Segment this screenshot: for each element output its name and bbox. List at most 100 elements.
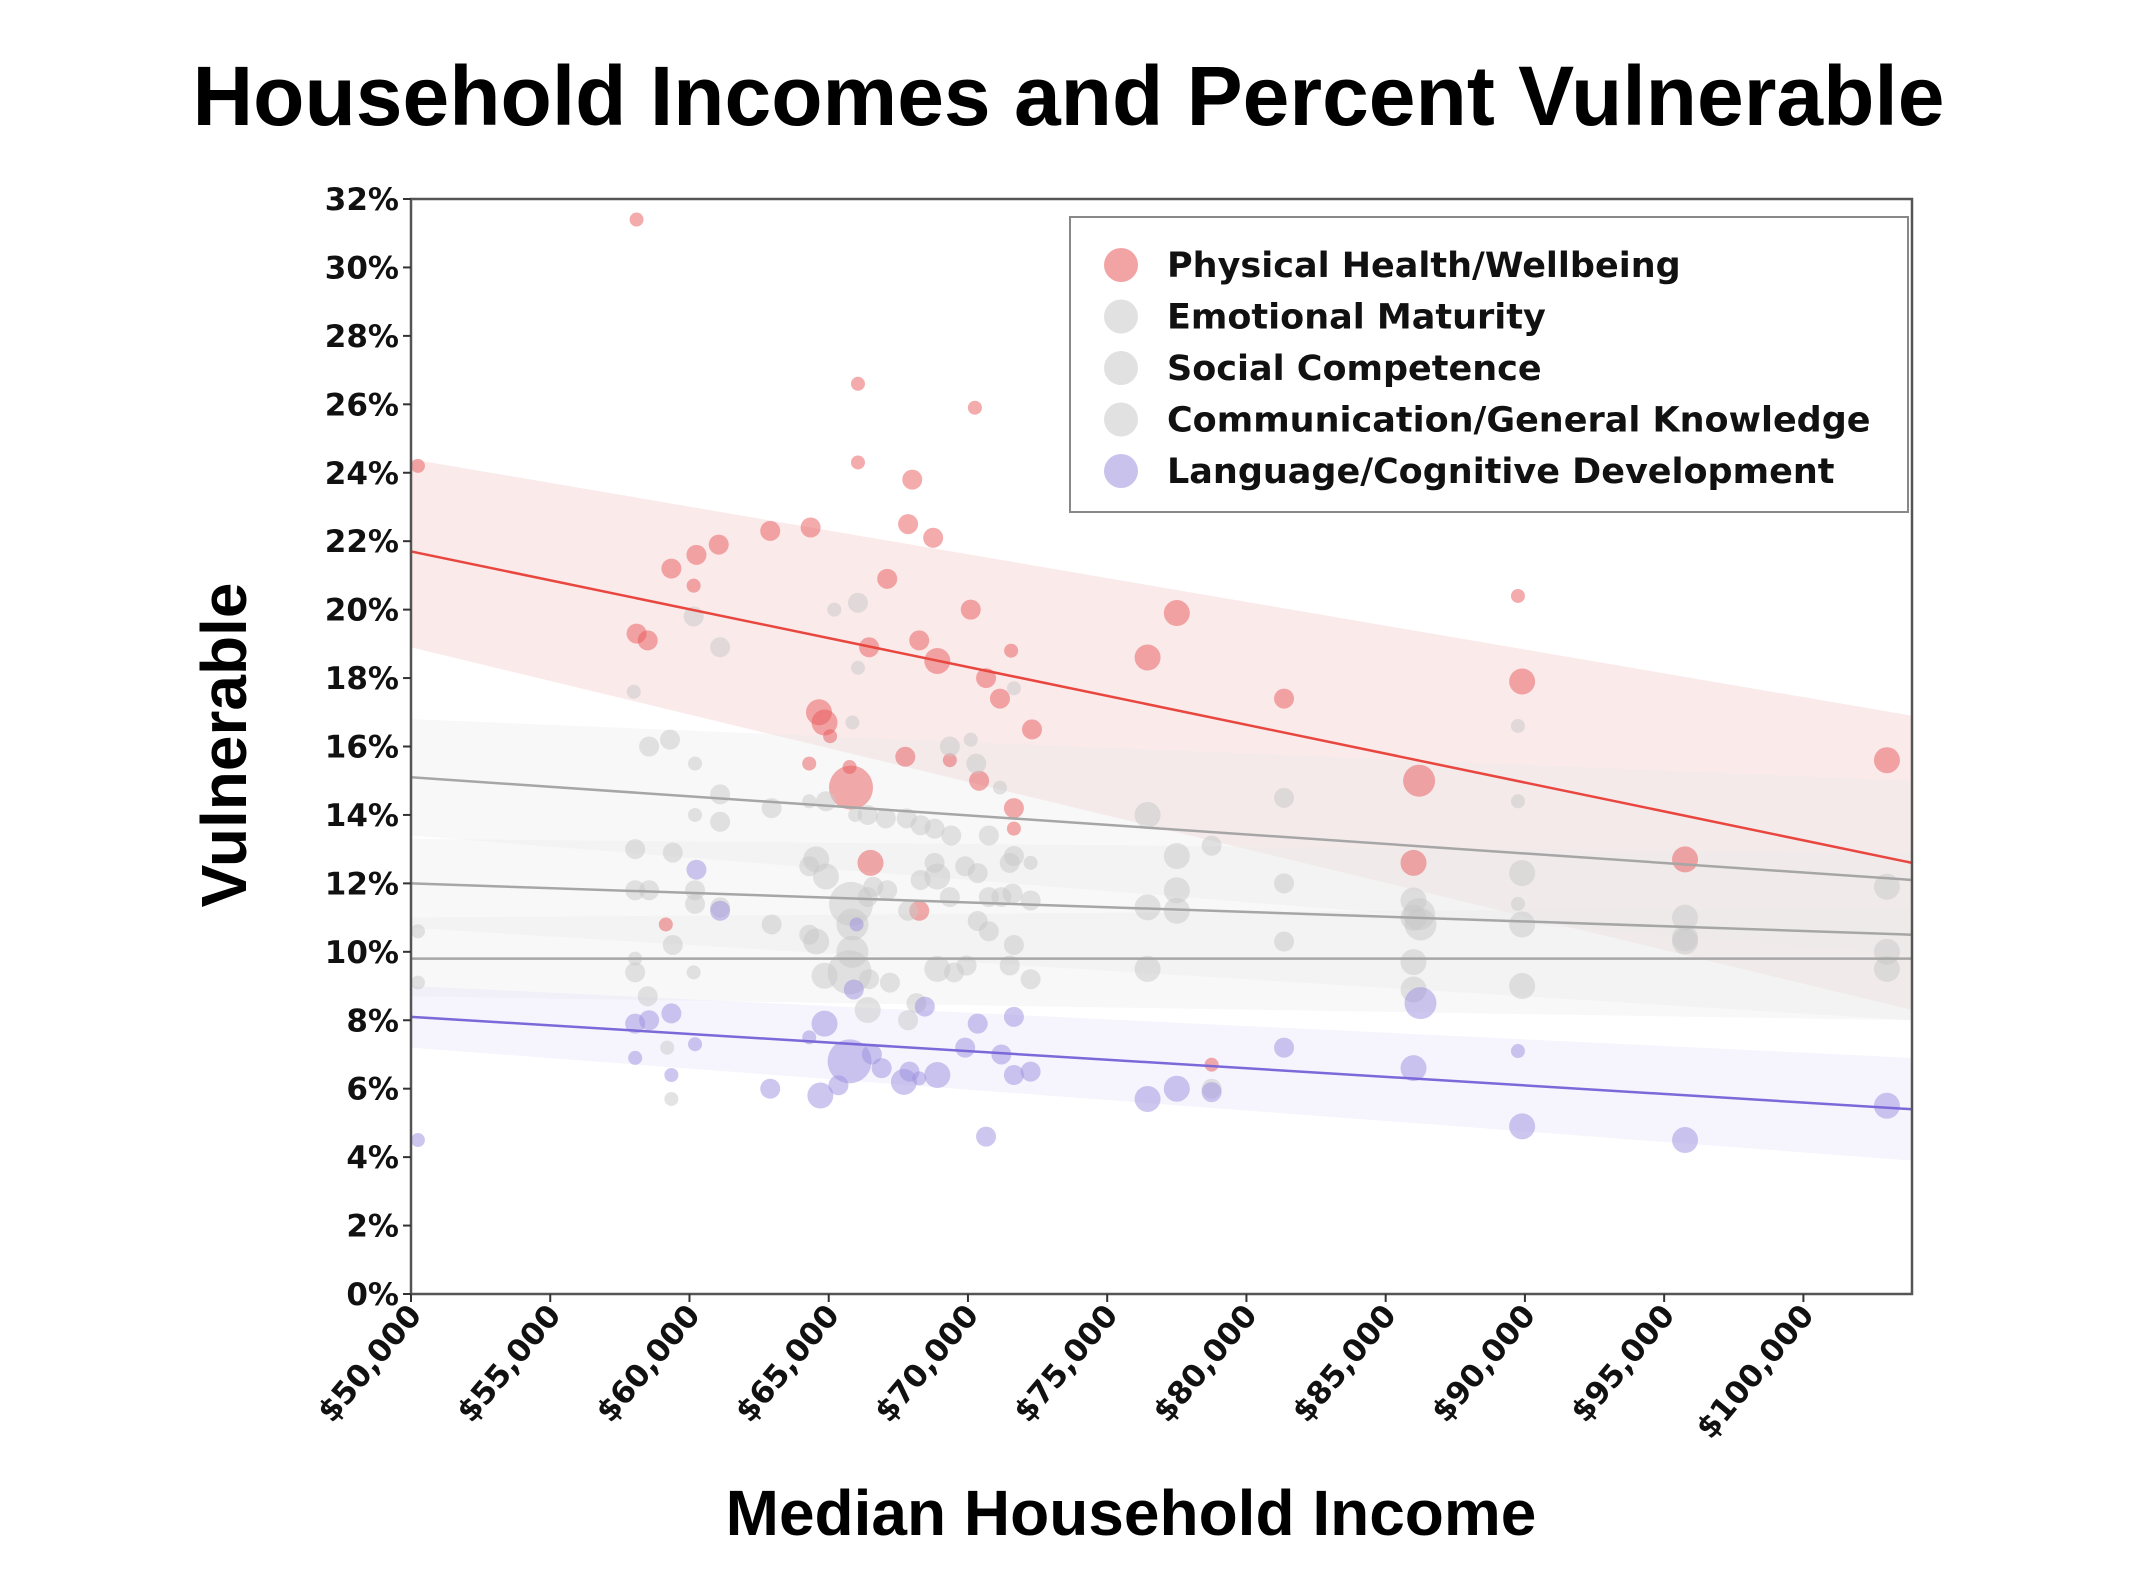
trend-line xyxy=(410,882,1913,936)
y-axis-title: Vulnerable xyxy=(188,583,260,908)
y-tick-label: 22% xyxy=(325,524,399,560)
data-point xyxy=(807,1082,834,1109)
data-point xyxy=(909,630,930,651)
data-point xyxy=(1873,747,1900,774)
data-point xyxy=(924,863,951,890)
y-tick-label: 24% xyxy=(325,456,399,492)
data-point xyxy=(710,900,731,921)
data-point xyxy=(859,969,880,990)
confidence-band xyxy=(411,719,1912,956)
confidence-band xyxy=(411,459,1912,1010)
data-point xyxy=(854,996,881,1023)
data-point xyxy=(1201,1082,1222,1103)
data-point xyxy=(1672,1127,1699,1154)
y-tick-label: 4% xyxy=(346,1140,399,1176)
data-point xyxy=(924,955,951,982)
legend-marker xyxy=(1104,402,1138,437)
data-point xyxy=(760,1078,781,1099)
data-point xyxy=(639,736,660,757)
data-point xyxy=(836,935,869,968)
x-tick-label: $50,000 xyxy=(311,1298,429,1429)
data-point xyxy=(1873,1092,1900,1119)
data-point xyxy=(661,1003,682,1024)
data-point xyxy=(967,863,988,884)
data-point xyxy=(802,756,817,771)
data-point xyxy=(685,893,706,914)
legend-marker xyxy=(1104,351,1138,385)
data-point xyxy=(1003,798,1024,819)
data-point xyxy=(939,887,960,908)
data-point xyxy=(1134,955,1161,982)
x-tick-label: $60,000 xyxy=(589,1298,707,1429)
data-point xyxy=(1509,973,1536,1000)
data-point xyxy=(847,592,868,613)
data-point xyxy=(686,965,701,980)
data-point xyxy=(923,527,944,548)
x-tick-label: $65,000 xyxy=(729,1298,847,1429)
data-point xyxy=(802,794,817,809)
confidence-band xyxy=(411,986,1912,1161)
x-tick-label: $95,000 xyxy=(1564,1298,1682,1429)
y-tick-label: 18% xyxy=(325,661,399,697)
data-point xyxy=(1204,1057,1219,1072)
legend-label: Language/Cognitive Development xyxy=(1167,452,1834,492)
data-point xyxy=(978,921,999,942)
confidence-bands xyxy=(411,459,1912,1161)
data-point xyxy=(1003,846,1024,866)
legend-marker xyxy=(1104,248,1138,282)
data-point xyxy=(686,578,701,593)
data-point xyxy=(1404,987,1437,1020)
data-point xyxy=(877,568,898,589)
legend-box xyxy=(1069,216,1909,513)
data-point xyxy=(639,1010,660,1031)
data-point xyxy=(815,791,836,812)
data-point xyxy=(939,736,960,757)
trend-lines xyxy=(410,550,1913,1111)
data-point xyxy=(1006,821,1021,836)
data-point xyxy=(857,849,884,876)
data-point xyxy=(1509,911,1536,938)
y-tick-label: 20% xyxy=(325,593,399,629)
y-tick-label: 32% xyxy=(325,182,399,218)
chart-title: Household Incomes and Percent Vulnerable xyxy=(192,49,1945,143)
data-point xyxy=(664,1091,679,1106)
x-tick-label: $75,000 xyxy=(1007,1298,1125,1429)
legend-label: Physical Health/Wellbeing xyxy=(1167,246,1681,286)
data-point xyxy=(1400,1055,1427,1082)
data-point xyxy=(1509,860,1536,887)
data-point xyxy=(410,1133,425,1148)
data-point xyxy=(1274,1037,1295,1058)
y-tick-label: 30% xyxy=(325,250,399,286)
y-tick-label: 0% xyxy=(346,1277,399,1313)
confidence-band xyxy=(411,838,1912,1021)
legend-label: Social Competence xyxy=(1167,349,1542,389)
data-point xyxy=(1403,764,1436,797)
data-point xyxy=(1163,600,1190,627)
data-point xyxy=(879,972,900,993)
data-point xyxy=(660,1040,675,1055)
data-point xyxy=(812,863,839,890)
x-tick-label: $100,000 xyxy=(1689,1298,1821,1446)
data-point xyxy=(1274,787,1295,808)
data-point xyxy=(999,955,1020,976)
y-tick-label: 16% xyxy=(325,730,399,766)
data-point xyxy=(1003,1065,1024,1085)
data-point xyxy=(955,1037,976,1058)
data-point xyxy=(710,811,731,832)
data-point xyxy=(625,839,646,860)
y-tick-label: 12% xyxy=(325,866,399,902)
data-point xyxy=(686,544,707,565)
x-tick-label: $80,000 xyxy=(1146,1298,1264,1429)
y-tick-label: 14% xyxy=(325,798,399,834)
legend-marker xyxy=(1104,299,1138,334)
data-point xyxy=(1006,681,1021,696)
data-point xyxy=(659,729,680,750)
data-point xyxy=(877,880,898,901)
data-point xyxy=(1510,896,1525,911)
data-point xyxy=(1201,835,1222,856)
data-point xyxy=(850,455,865,470)
data-point xyxy=(941,825,962,846)
data-point xyxy=(898,1010,919,1031)
data-point xyxy=(1020,969,1041,990)
data-point xyxy=(1873,873,1900,900)
